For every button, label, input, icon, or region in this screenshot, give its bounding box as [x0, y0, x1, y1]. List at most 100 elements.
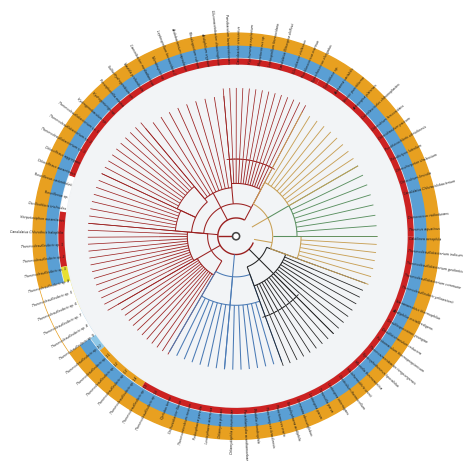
Text: Thermodesulfovibrio sp. 1: Thermodesulfovibrio sp. 1	[21, 243, 64, 250]
Text: Leptospira parva: Leptospira parva	[307, 392, 322, 419]
Text: Coleofasciculus chthonoplastes: Coleofasciculus chthonoplastes	[361, 83, 401, 120]
Text: Nostoc punctiforme: Nostoc punctiforme	[343, 76, 366, 103]
Text: Thermodesulfovibrio sp. 13: Thermodesulfovibrio sp. 13	[98, 369, 129, 406]
Text: Nitratiruptor sp.: Nitratiruptor sp.	[150, 55, 165, 81]
Text: Prosthecochloris vibrioformis: Prosthecochloris vibrioformis	[384, 125, 428, 151]
Text: Caulobacter crescentus: Caulobacter crescentus	[237, 25, 242, 64]
Text: Candidatus Nitrospira defluvii: Candidatus Nitrospira defluvii	[279, 23, 295, 70]
Text: Planctomyces brasiliensis: Planctomyces brasiliensis	[264, 406, 275, 447]
Text: Thermodesulfobacterium sp. 2: Thermodesulfobacterium sp. 2	[48, 113, 92, 144]
Text: Rhodospirillum rubrum: Rhodospirillum rubrum	[187, 31, 199, 68]
Text: Thermodesulfobacterium geofontis: Thermodesulfobacterium geofontis	[406, 261, 463, 274]
Text: Opitutus terrae: Opitutus terrae	[160, 395, 173, 420]
Circle shape	[234, 234, 238, 238]
Text: Planctomyces maris: Planctomyces maris	[274, 404, 286, 436]
Text: Thermodesulfovibrio sp. 7: Thermodesulfovibrio sp. 7	[44, 313, 83, 336]
Text: Moorella thermoacetica: Moorella thermoacetica	[354, 360, 383, 391]
Wedge shape	[40, 280, 95, 353]
Text: Thermus aquaticus: Thermus aquaticus	[409, 227, 440, 232]
Text: Oscillochloris trichoides: Oscillochloris trichoides	[27, 201, 66, 211]
Text: Magnetococcus sp.: Magnetococcus sp.	[258, 34, 266, 66]
Circle shape	[33, 33, 439, 439]
Text: Chloroflexus aurantiacus: Chloroflexus aurantiacus	[36, 158, 76, 176]
Wedge shape	[58, 212, 67, 267]
Text: Sulfurihydrogenibium sp.: Sulfurihydrogenibium sp.	[106, 65, 134, 99]
Circle shape	[65, 66, 407, 407]
Text: Halothermothrix orenii: Halothermothrix orenii	[346, 367, 372, 398]
Text: Acidobacterium capsulatum: Acidobacterium capsulatum	[171, 27, 188, 72]
Text: Hydrogenobaculum sp.: Hydrogenobaculum sp.	[76, 97, 107, 124]
Text: Turneriella parva: Turneriella parva	[317, 387, 333, 413]
Text: Leptospirillum ferrooxidans II: Leptospirillum ferrooxidans II	[155, 30, 176, 76]
Text: Thermodesulfovibrio sp. 14: Thermodesulfovibrio sp. 14	[110, 377, 139, 416]
Text: Thermodesulfovibrio sp. 16: Thermodesulfovibrio sp. 16	[136, 389, 159, 431]
Text: Caminibacter mediatlanticus: Caminibacter mediatlanticus	[128, 44, 154, 86]
Text: Deinococcus radiodurans: Deinococcus radiodurans	[408, 212, 449, 220]
Text: Roseiflexus castenholzii: Roseiflexus castenholzii	[34, 173, 72, 188]
Text: Chlorobaculum parvum: Chlorobaculum parvum	[378, 117, 412, 141]
Text: Chloroflexus aggregans: Chloroflexus aggregans	[44, 145, 81, 165]
Text: Leptospira interrogans: Leptospira interrogans	[326, 382, 349, 415]
Text: Thermodesulfobacterium sp. 1: Thermodesulfobacterium sp. 1	[57, 101, 100, 134]
Text: Persephonella marina: Persephonella marina	[98, 78, 124, 107]
Text: Thermodesulfovibrio sp. 15: Thermodesulfovibrio sp. 15	[122, 383, 149, 424]
Text: Thermodesulfovibrio sp. 12: Thermodesulfovibrio sp. 12	[86, 361, 120, 396]
Text: Roseiflexus sp.: Roseiflexus sp.	[44, 190, 68, 199]
Text: Candidatus Chlorothrix halophila: Candidatus Chlorothrix halophila	[10, 230, 64, 235]
Text: Thermodesulfovibrio yellowstonii: Thermodesulfovibrio yellowstonii	[401, 285, 453, 304]
Text: Hyphomonas neptunium: Hyphomonas neptunium	[247, 24, 255, 64]
Text: Thermodesulfovibrio sp. 2: Thermodesulfovibrio sp. 2	[22, 255, 65, 265]
Text: Singulisphaera acidiphila: Singulisphaera acidiphila	[285, 401, 301, 441]
Wedge shape	[317, 79, 414, 236]
Text: Chlamydia psittaci: Chlamydia psittaci	[218, 408, 225, 439]
Text: Prochlorococcus marinus: Prochlorococcus marinus	[301, 39, 321, 78]
Text: Chlorobium limicola: Chlorobium limicola	[400, 171, 431, 185]
Text: Arthrospira platensis: Arthrospira platensis	[352, 84, 378, 111]
Text: Thermomicrobium roseum: Thermomicrobium roseum	[178, 402, 193, 445]
Text: Clostridium thermocellum: Clostridium thermocellum	[337, 374, 365, 410]
Text: Candidatus Chloracidobacterium: Candidatus Chloracidobacterium	[403, 180, 456, 197]
Text: Thermodesulfovibrio sp. 9: Thermodesulfovibrio sp. 9	[59, 333, 96, 361]
Text: Hydrogenivirga sp.: Hydrogenivirga sp.	[91, 91, 115, 115]
Text: Thermoanaerobacter tengcongensis: Thermoanaerobacter tengcongensis	[368, 345, 416, 385]
Text: Chlamydophila pneumoniae: Chlamydophila pneumoniae	[230, 409, 235, 454]
Wedge shape	[100, 347, 145, 387]
Text: Thermodesulfovibrio sp. 5: Thermodesulfovibrio sp. 5	[32, 291, 73, 308]
Wedge shape	[75, 309, 105, 350]
Text: Synechococcus elongatus: Synechococcus elongatus	[311, 44, 334, 83]
Text: Thermodesulfovibrio sp. 11: Thermodesulfovibrio sp. 11	[76, 353, 111, 386]
Text: Herpetosiphon aurantiacus: Herpetosiphon aurantiacus	[20, 215, 64, 223]
Text: Parvibaculum lavamentivorans: Parvibaculum lavamentivorans	[224, 14, 230, 64]
Text: Desulfosporosinus youngiae: Desulfosporosinus youngiae	[386, 318, 428, 344]
Text: Leptospirillum ferrooxidans: Leptospirillum ferrooxidans	[269, 23, 282, 68]
Text: Gluconacetobacter diazotrophicus: Gluconacetobacter diazotrophicus	[210, 9, 220, 65]
Text: Thermodesulfovibrio sp. 8: Thermodesulfovibrio sp. 8	[51, 324, 89, 349]
Text: Cyanothece sp.: Cyanothece sp.	[323, 66, 339, 89]
Wedge shape	[142, 236, 414, 414]
Text: Acidiphilium cryptum: Acidiphilium cryptum	[200, 32, 210, 66]
Text: Thermodesulfovibrio sp. 4: Thermodesulfovibrio sp. 4	[28, 279, 70, 294]
Text: Alkaliphilus metalliredigens: Alkaliphilus metalliredigens	[391, 309, 433, 332]
Text: Nautilia profundicola: Nautilia profundicola	[122, 62, 144, 92]
Text: Pelodictyon luteolum: Pelodictyon luteolum	[391, 144, 423, 162]
Text: Thermodesulfobacterium commune: Thermodesulfobacterium commune	[404, 273, 461, 290]
Text: Caldilinea aerophila: Caldilinea aerophila	[409, 237, 441, 242]
Text: Natranaerobius thermophilus: Natranaerobius thermophilus	[395, 299, 441, 320]
Text: Thermodesulfovibrio sp. 10: Thermodesulfovibrio sp. 10	[66, 343, 103, 375]
Wedge shape	[61, 266, 81, 311]
Text: Desulfotomaculum reducens: Desulfotomaculum reducens	[381, 327, 422, 356]
Text: Thermodesulfovibrio sp. 3: Thermodesulfovibrio sp. 3	[25, 267, 67, 279]
Text: Gemmata obscuriglobus: Gemmata obscuriglobus	[295, 397, 312, 436]
Text: Thermodesulfobacterium sp. 3: Thermodesulfobacterium sp. 3	[40, 127, 86, 154]
Text: Chlorobium ferrooxidans: Chlorobium ferrooxidans	[371, 104, 405, 131]
Circle shape	[232, 233, 240, 240]
Text: Gloeobacter violaceus: Gloeobacter violaceus	[292, 39, 308, 74]
Text: Lentisphaera araneosa: Lentisphaera araneosa	[205, 407, 214, 444]
Text: Pedosphaera parvula: Pedosphaera parvula	[193, 405, 204, 440]
Text: Syntrophothermus lipocalidus: Syntrophothermus lipocalidus	[361, 353, 399, 388]
Text: Pelotomaculum thermopropionicum: Pelotomaculum thermopropionicum	[374, 336, 424, 373]
Wedge shape	[69, 59, 319, 178]
Wedge shape	[60, 175, 75, 212]
Text: Chthoniobacter flavus: Chthoniobacter flavus	[168, 399, 183, 434]
Text: Thermodesulfovibrio sp. 6: Thermodesulfovibrio sp. 6	[37, 302, 78, 322]
